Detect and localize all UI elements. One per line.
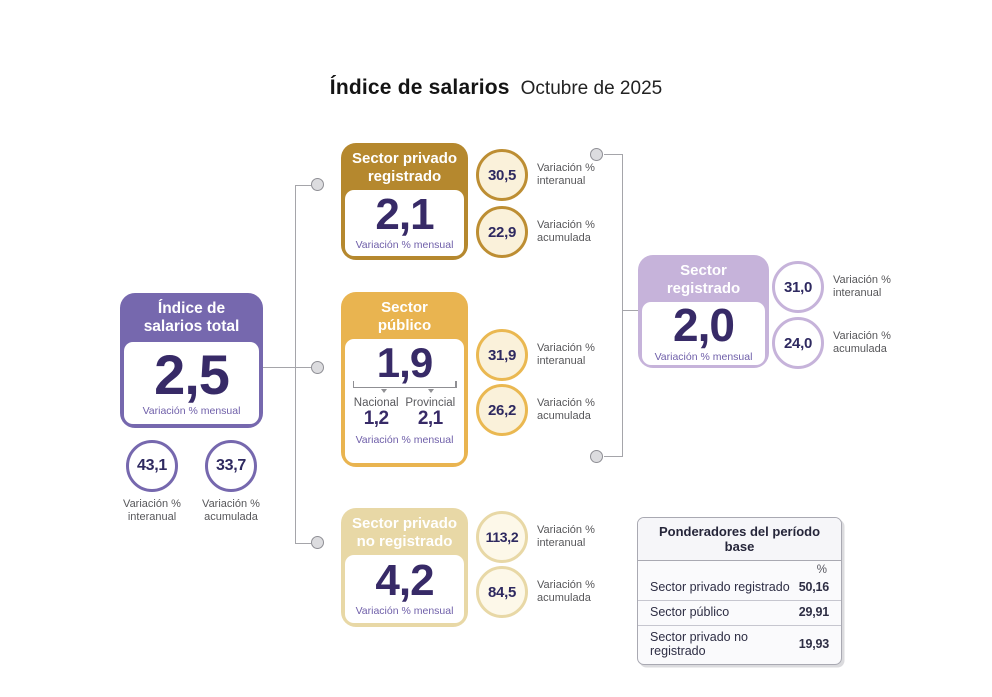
- priv-noreg-monthly-caption: Variación % mensual: [355, 605, 454, 618]
- priv-noreg-acumulada-stat: 84,5 Variación % acumulada: [476, 566, 595, 618]
- connector-dot-icon: [311, 178, 324, 191]
- table-row: Sector privado no registrado 19,93: [638, 625, 841, 664]
- total-monthly-value: 2,5: [154, 343, 230, 407]
- page-title: Índice de salarios Octubre de 2025: [0, 76, 992, 100]
- sector-privado-registrado-label: Sector privado registrado: [351, 150, 458, 185]
- ponderadores-table: Ponderadores del período base % Sector p…: [637, 517, 842, 665]
- provincial-label: Provincial: [405, 397, 456, 409]
- publico-breakdown: Nacional 1,2 Provincial 2,1: [347, 397, 462, 430]
- connector-dot-icon: [311, 361, 324, 374]
- row-value: 50,16: [798, 580, 829, 594]
- sector-publico-label: Sector público: [377, 299, 432, 334]
- publico-acumulada-label: Variación % acumulada: [537, 396, 595, 422]
- sector-registrado-label: Sector registrado: [666, 262, 741, 297]
- sector-registrado-body: 2,0 Variación % mensual: [642, 299, 765, 365]
- publico-interanual-label: Variación % interanual: [537, 341, 595, 367]
- priv-noreg-interanual-value: 113,2: [476, 511, 528, 563]
- registrado-interanual-label: Variación % interanual: [833, 273, 891, 299]
- table-row: Sector público 29,91: [638, 600, 841, 625]
- total-acumulada-value: 33,7: [205, 440, 257, 492]
- priv-reg-monthly-caption: Variación % mensual: [355, 239, 454, 252]
- connector-dot-icon: [590, 450, 603, 463]
- registrado-interanual-value: 31,0: [772, 261, 824, 313]
- row-label: Sector privado registrado: [650, 580, 790, 594]
- connector-dot-icon: [311, 536, 324, 549]
- registrado-acumulada-value: 24,0: [772, 317, 824, 369]
- connector-line: [295, 185, 296, 544]
- priv-reg-interanual-value: 30,5: [476, 149, 528, 201]
- arrow-down-icon: [380, 389, 387, 393]
- ponderadores-title: Ponderadores del período base: [638, 518, 841, 561]
- priv-reg-interanual-label: Variación % interanual: [537, 161, 595, 187]
- publico-nacional: Nacional 1,2: [354, 397, 399, 430]
- connector-line: [296, 543, 311, 544]
- total-interanual-label: Variación % interanual: [123, 498, 181, 524]
- publico-monthly-value: 1,9: [376, 339, 433, 387]
- title-main: Índice de salarios: [329, 76, 510, 99]
- sector-privado-no-registrado-label: Sector privado no registrado: [351, 515, 458, 550]
- table-row: Sector privado registrado 50,16: [638, 576, 841, 600]
- connector-line: [263, 367, 311, 368]
- priv-reg-interanual-stat: 30,5 Variación % interanual: [476, 149, 595, 201]
- total-monthly-caption: Variación % mensual: [142, 404, 241, 417]
- sector-privado-registrado-body: 2,1 Variación % mensual: [345, 190, 464, 256]
- registrado-interanual-stat: 31,0 Variación % interanual: [772, 261, 891, 313]
- title-period: Octubre de 2025: [520, 78, 663, 99]
- row-label: Sector público: [650, 605, 730, 619]
- row-label: Sector privado no registrado: [650, 630, 748, 658]
- total-index-label: Índice de salarios total: [143, 300, 240, 336]
- connector-line: [604, 456, 622, 457]
- breakdown-bracket: [352, 381, 457, 395]
- publico-interanual-stat: 31,9 Variación % interanual: [476, 329, 595, 381]
- publico-provincial: Provincial 2,1: [405, 397, 455, 430]
- row-value: 19,93: [798, 637, 829, 651]
- nacional-value: 1,2: [363, 408, 389, 429]
- priv-noreg-interanual-label: Variación % interanual: [537, 523, 595, 549]
- priv-reg-acumulada-value: 22,9: [476, 206, 528, 258]
- sector-privado-registrado-box: Sector privado registrado 2,1 Variación …: [341, 143, 468, 260]
- row-value: 29,91: [798, 605, 829, 619]
- connector-dot-icon: [590, 148, 603, 161]
- priv-noreg-acumulada-value: 84,5: [476, 566, 528, 618]
- sector-publico-box: Sector público 1,9 Nacional 1,2 Provinci…: [341, 292, 468, 467]
- publico-acumulada-value: 26,2: [476, 384, 528, 436]
- sector-privado-no-registrado-body: 4,2 Variación % mensual: [345, 555, 464, 623]
- ponderadores-unit-header: %: [816, 564, 827, 576]
- publico-acumulada-stat: 26,2 Variación % acumulada: [476, 384, 595, 436]
- priv-reg-acumulada-label: Variación % acumulada: [537, 218, 595, 244]
- nacional-label: Nacional: [353, 397, 399, 409]
- priv-noreg-interanual-stat: 113,2 Variación % interanual: [476, 511, 595, 563]
- connector-line: [296, 185, 311, 186]
- total-index-box: Índice de salarios total 2,5 Variación %…: [120, 293, 263, 428]
- priv-noreg-monthly-value: 4,2: [375, 555, 434, 605]
- sector-publico-body: 1,9 Nacional 1,2 Provincial 2,1 Variació…: [345, 339, 464, 463]
- sector-registrado-box: Sector registrado 2,0 Variación % mensua…: [638, 255, 769, 368]
- connector-line: [623, 310, 638, 311]
- total-index-body: 2,5 Variación % mensual: [124, 341, 259, 424]
- provincial-value: 2,1: [417, 408, 443, 429]
- total-interanual-stat: 43,1 Variación % interanual: [99, 440, 205, 525]
- registrado-monthly-value: 2,0: [673, 299, 735, 352]
- registrado-acumulada-label: Variación % acumulada: [833, 329, 891, 355]
- registrado-acumulada-stat: 24,0 Variación % acumulada: [772, 317, 891, 369]
- publico-interanual-value: 31,9: [476, 329, 528, 381]
- total-acumulada-stat: 33,7 Variación % acumulada: [178, 440, 284, 525]
- registrado-monthly-caption: Variación % mensual: [654, 350, 753, 363]
- total-interanual-value: 43,1: [126, 440, 178, 492]
- total-acumulada-label: Variación % acumulada: [202, 498, 260, 524]
- priv-reg-acumulada-stat: 22,9 Variación % acumulada: [476, 206, 595, 258]
- priv-reg-monthly-value: 2,1: [375, 189, 434, 239]
- sector-privado-no-registrado-box: Sector privado no registrado 4,2 Variaci…: [341, 508, 468, 627]
- connector-line: [604, 154, 622, 155]
- connector-line: [622, 154, 623, 457]
- arrow-down-icon: [428, 389, 435, 393]
- priv-noreg-acumulada-label: Variación % acumulada: [537, 578, 595, 604]
- publico-monthly-caption: Variación % mensual: [355, 433, 454, 446]
